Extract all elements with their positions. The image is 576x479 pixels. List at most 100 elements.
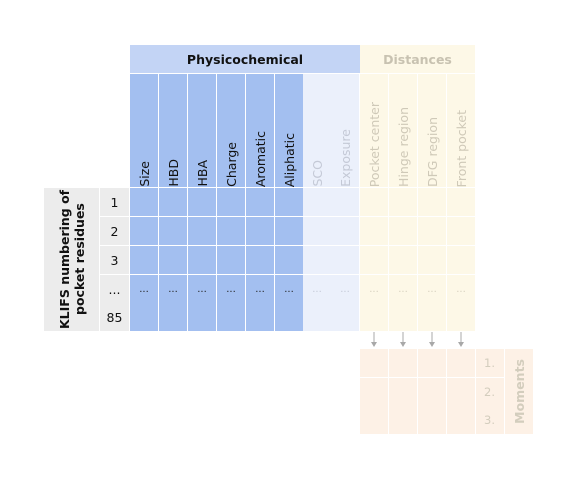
- column-header: Hinge region: [389, 74, 417, 187]
- matrix-cell: [331, 188, 359, 216]
- distances-header: Distances: [360, 45, 475, 73]
- matrix-cell: [159, 303, 187, 331]
- matrix-cell: [389, 246, 417, 274]
- matrix-cell: [447, 246, 475, 274]
- moments-label: Moments: [505, 349, 533, 434]
- column-header: SCO: [303, 74, 331, 187]
- column-header: HBD: [159, 74, 187, 187]
- moments-cell: [360, 406, 388, 434]
- matrix-cell: [275, 188, 303, 216]
- matrix-cell: [360, 303, 388, 331]
- row-label: 85: [100, 303, 129, 331]
- matrix-cell: [389, 217, 417, 245]
- row-label: 2: [100, 217, 129, 245]
- column-header: HBA: [188, 74, 216, 187]
- matrix-cell: ...: [130, 275, 158, 303]
- column-header: Aromatic: [246, 74, 274, 187]
- matrix-cell: ...: [331, 275, 359, 303]
- matrix-cell: [331, 303, 359, 331]
- matrix-cell: [246, 217, 274, 245]
- moments-cell: [389, 378, 417, 406]
- matrix-cell: [130, 217, 158, 245]
- matrix-cell: [418, 188, 446, 216]
- matrix-cell: [331, 246, 359, 274]
- moments-cell: [418, 349, 446, 377]
- matrix-cell: [360, 246, 388, 274]
- moments-cell: [447, 349, 475, 377]
- arrow-head: [429, 342, 435, 347]
- moments-cell: [418, 406, 446, 434]
- matrix-cell: [217, 217, 245, 245]
- matrix-cell: [188, 303, 216, 331]
- row-axis-label: KLIFS numbering of pocket residues: [44, 188, 99, 331]
- matrix-cell: [159, 188, 187, 216]
- matrix-cell: [188, 188, 216, 216]
- column-header: Size: [130, 74, 158, 187]
- matrix-cell: ...: [188, 275, 216, 303]
- moments-cell: [447, 406, 475, 434]
- moments-cell: [447, 378, 475, 406]
- matrix-cell: ...: [303, 275, 331, 303]
- matrix-cell: [188, 246, 216, 274]
- matrix-cell: [303, 188, 331, 216]
- column-header: Aliphatic: [275, 74, 303, 187]
- column-header: DFG region: [418, 74, 446, 187]
- matrix-cell: [389, 188, 417, 216]
- matrix-cell: [246, 246, 274, 274]
- matrix-cell: [447, 217, 475, 245]
- matrix-cell: [159, 217, 187, 245]
- matrix-cell: [360, 217, 388, 245]
- matrix-cell: ...: [360, 275, 388, 303]
- column-header: Front pocket: [447, 74, 475, 187]
- matrix-cell: [217, 188, 245, 216]
- matrix-cell: [389, 303, 417, 331]
- arrow-head: [458, 342, 464, 347]
- matrix-cell: [303, 217, 331, 245]
- matrix-cell: [188, 217, 216, 245]
- matrix-cell: ...: [418, 275, 446, 303]
- matrix-cell: [275, 246, 303, 274]
- matrix-cell: [130, 246, 158, 274]
- matrix-cell: ...: [159, 275, 187, 303]
- matrix-cell: ...: [275, 275, 303, 303]
- matrix-cell: ...: [217, 275, 245, 303]
- matrix-cell: [418, 303, 446, 331]
- arrow-head: [371, 342, 377, 347]
- matrix-cell: ...: [447, 275, 475, 303]
- matrix-cell: [418, 217, 446, 245]
- matrix-cell: ...: [246, 275, 274, 303]
- column-header: Exposure: [331, 74, 359, 187]
- matrix-cell: [360, 188, 388, 216]
- matrix-cell: [159, 246, 187, 274]
- moments-label-text: Moments: [511, 359, 527, 424]
- arrow-head: [400, 342, 406, 347]
- matrix-cell: [303, 303, 331, 331]
- matrix-cell: ...: [389, 275, 417, 303]
- moments-cell: [389, 349, 417, 377]
- matrix-cell: [217, 246, 245, 274]
- matrix-cell: [130, 303, 158, 331]
- moments-row-label: 2.: [476, 378, 504, 406]
- matrix-cell: [447, 303, 475, 331]
- matrix-cell: [447, 188, 475, 216]
- row-label: 1: [100, 188, 129, 216]
- column-header: Pocket center: [360, 74, 388, 187]
- moments-cell: [389, 406, 417, 434]
- matrix-cell: [303, 246, 331, 274]
- row-label: ...: [100, 275, 129, 303]
- moments-row-label: 1.: [476, 349, 504, 377]
- row-label: 3: [100, 246, 129, 274]
- column-header: Charge: [217, 74, 245, 187]
- physicochemical-header: Physicochemical: [130, 45, 360, 73]
- matrix-cell: [418, 246, 446, 274]
- moments-cell: [360, 378, 388, 406]
- moments-cell: [360, 349, 388, 377]
- moments-row-label: 3.: [476, 406, 504, 434]
- moments-cell: [418, 378, 446, 406]
- matrix-cell: [275, 303, 303, 331]
- matrix-cell: [275, 217, 303, 245]
- matrix-cell: [217, 303, 245, 331]
- matrix-cell: [246, 188, 274, 216]
- matrix-cell: [246, 303, 274, 331]
